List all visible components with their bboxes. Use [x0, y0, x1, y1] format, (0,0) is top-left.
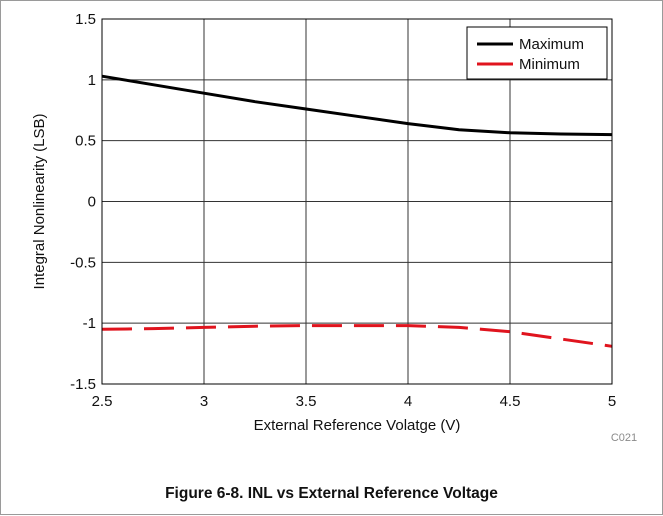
- y-tick-label: -1.5: [70, 376, 96, 393]
- y-tick-labels: -1.5 -1 -0.5 0 0.5 1 1.5: [70, 11, 96, 393]
- legend: Maximum Minimum: [466, 26, 608, 80]
- y-tick-label: 0.5: [75, 133, 96, 150]
- series-lines: [101, 74, 613, 348]
- x-tick-label: 4.5: [500, 393, 521, 410]
- x-tick-label: 4: [404, 393, 412, 410]
- series-line-maximum: [101, 74, 613, 137]
- legend-label-minimum: Minimum: [519, 56, 580, 73]
- series-line-minimum: [101, 324, 613, 348]
- y-tick-label: 0: [88, 194, 96, 211]
- legend-label-maximum: Maximum: [519, 36, 584, 53]
- x-tick-label: 5: [608, 393, 616, 410]
- top-border: [0, 0, 663, 1]
- x-tick-label: 3.5: [296, 393, 317, 410]
- y-tick-label: -1: [83, 315, 96, 332]
- figure-code: C021: [611, 432, 637, 444]
- y-tick-label: 1: [88, 72, 96, 89]
- legend-box: [466, 26, 608, 80]
- plot-area-border: [101, 18, 613, 385]
- x-tick-labels: 2.5 3 3.5 4 4.5 5: [92, 393, 617, 410]
- x-tick-label: 2.5: [92, 393, 113, 410]
- x-tick-label: 3: [200, 393, 208, 410]
- y-tick-label: 1.5: [75, 11, 96, 28]
- y-tick-label: -0.5: [70, 254, 96, 271]
- x-axis-label: External Reference Volatge (V): [254, 417, 461, 434]
- y-axis-label: Integral Nonlinearity (LSB): [31, 114, 48, 290]
- figure-caption: Figure 6-8. INL vs External Reference Vo…: [165, 485, 498, 502]
